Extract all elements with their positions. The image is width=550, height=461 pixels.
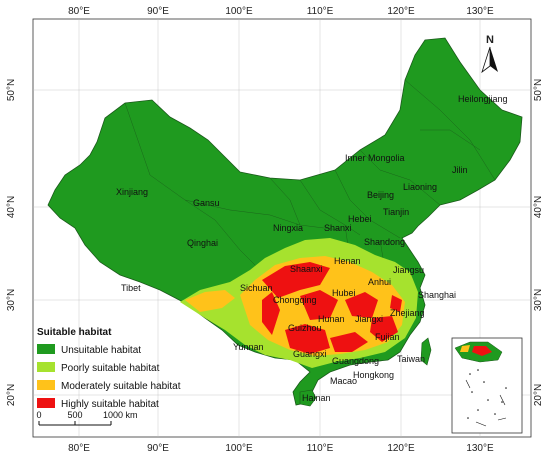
region-label-fujian: Fujian: [375, 332, 400, 342]
bottom-tick-130: 130°E: [466, 443, 494, 454]
taiwan-island: [420, 337, 432, 366]
left-tick-30: 30°N: [6, 289, 17, 311]
region-label-tianjin: Tianjin: [383, 207, 409, 217]
region-label-jiangsu: Jiangsu: [393, 265, 424, 275]
scale-label-0: 0: [36, 410, 41, 420]
region-label-shandong: Shandong: [364, 237, 405, 247]
region-label-sichuan: Sichuan: [240, 283, 273, 293]
region-label-guizhou: Guizhou: [288, 323, 322, 333]
region-label-hainan: Hainan: [302, 393, 331, 403]
region-label-chongqing: Chongqing: [273, 295, 317, 305]
top-tick-110: 110°E: [307, 6, 334, 17]
top-tick-90: 90°E: [147, 6, 169, 17]
region-label-hongkong: Hongkong: [353, 370, 394, 380]
scale-bar: 0 500 1000 km: [36, 410, 138, 426]
region-label-heilongjiang: Heilongjiang: [458, 94, 508, 104]
legend-swatch-moderately: [37, 380, 55, 390]
bottom-tick-110: 110°E: [307, 443, 334, 454]
region-label-shanghai: Shanghai: [418, 290, 456, 300]
region-label-liaoning: Liaoning: [403, 182, 437, 192]
legend-label-unsuitable: Unsuitable habitat: [61, 345, 141, 356]
region-label-beijing: Beijing: [367, 190, 394, 200]
top-axis: 80°E 90°E 100°E 110°E 120°E 130°E: [68, 6, 494, 17]
region-label-shanxi: Shanxi: [324, 223, 352, 233]
region-label-hubei: Hubei: [332, 288, 356, 298]
region-label-jiangxi: Jiangxi: [355, 314, 383, 324]
north-arrow: N: [481, 34, 498, 74]
region-label-taiwan: Taiwan: [397, 354, 425, 364]
right-tick-20: 20°N: [533, 384, 544, 406]
region-label-zhejiang: Zhejiang: [390, 308, 425, 318]
left-tick-40: 40°N: [6, 196, 17, 218]
bottom-tick-90: 90°E: [147, 443, 169, 454]
legend-label-moderately: Moderately suitable habitat: [61, 381, 181, 392]
north-arrow-label: N: [486, 34, 494, 46]
bottom-tick-100: 100°E: [225, 443, 253, 454]
region-label-macao: Macao: [330, 376, 357, 386]
region-label-shaanxi: Shaanxi: [290, 264, 323, 274]
scale-label-500: 500: [67, 410, 82, 420]
region-label-hunan: Hunan: [318, 314, 345, 324]
region-label-anhui: Anhui: [368, 277, 391, 287]
right-tick-30: 30°N: [533, 289, 544, 311]
left-tick-50: 50°N: [6, 79, 17, 101]
right-tick-50: 50°N: [533, 79, 544, 101]
bottom-tick-120: 120°E: [387, 443, 415, 454]
region-label-henan: Henan: [334, 256, 361, 266]
legend-title: Suitable habitat: [37, 327, 112, 338]
bottom-tick-80: 80°E: [68, 443, 90, 454]
right-tick-40: 40°N: [533, 196, 544, 218]
region-label-qinghai: Qinghai: [187, 238, 218, 248]
region-label-tibet: Tibet: [121, 283, 141, 293]
legend-swatch-unsuitable: [37, 344, 55, 354]
region-label-inner-mongolia: Inner Mongolia: [345, 153, 405, 163]
top-tick-80: 80°E: [68, 6, 90, 17]
scale-label-1000: 1000 km: [103, 410, 138, 420]
legend-label-highly: Highly suitable habitat: [61, 399, 159, 410]
legend-label-poorly: Poorly suitable habitat: [61, 363, 160, 374]
region-label-gansu: Gansu: [193, 198, 220, 208]
bottom-axis: 80°E 90°E 100°E 110°E 120°E 130°E: [68, 443, 494, 454]
region-label-xinjiang: Xinjiang: [116, 187, 148, 197]
region-label-jilin: Jilin: [452, 165, 468, 175]
hainan-island: [299, 389, 317, 407]
region-label-ningxia: Ningxia: [273, 223, 303, 233]
top-tick-100: 100°E: [225, 6, 253, 17]
region-label-yunnan: Yunnan: [233, 342, 264, 352]
top-tick-130: 130°E: [466, 6, 494, 17]
legend-swatch-poorly: [37, 362, 55, 372]
legend: Suitable habitat Unsuitable habitat Poor…: [37, 327, 181, 410]
region-label-guangdong: Guangdong: [332, 356, 379, 366]
region-label-guangxi: Guangxi: [293, 349, 327, 359]
legend-swatch-highly: [37, 398, 55, 408]
left-axis: 50°N 40°N 30°N 20°N: [6, 79, 17, 406]
region-label-hebei: Hebei: [348, 214, 372, 224]
left-tick-20: 20°N: [6, 384, 17, 406]
highly-suitable-zone: [262, 262, 402, 354]
south-china-sea-inset: [451, 337, 523, 434]
region-labels: Heilongjiang Jilin Liaoning Inner Mongol…: [116, 94, 508, 403]
right-axis: 50°N 40°N 30°N 20°N: [533, 79, 544, 406]
top-tick-120: 120°E: [387, 6, 415, 17]
